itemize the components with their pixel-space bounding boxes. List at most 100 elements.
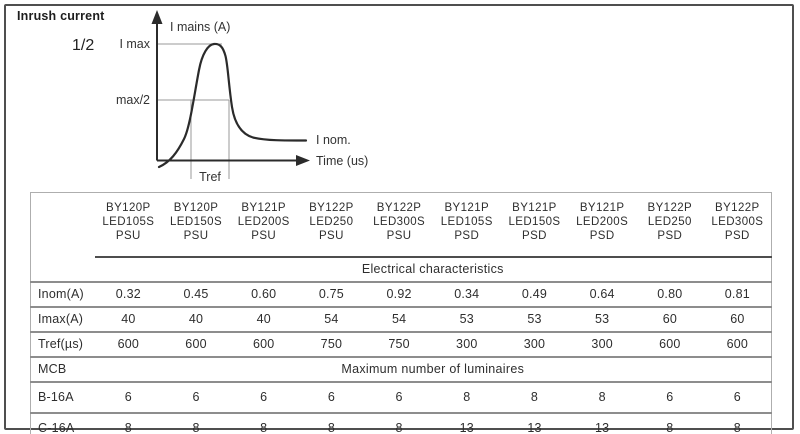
electrical-section-row: Electrical characteristics — [30, 257, 772, 283]
row-label: Inom(A) — [30, 282, 95, 308]
value-cell: 40 — [94, 307, 163, 333]
column-header-row: BY120P LED105S PSU BY120P LED150S PSU BY… — [31, 192, 772, 258]
value-cell: 0.49 — [500, 282, 569, 308]
value-cell: 60 — [636, 307, 704, 333]
row-label: Tref(µs) — [30, 332, 95, 358]
value-cell: 54 — [365, 307, 433, 333]
corner-cell — [31, 193, 95, 258]
value-cell: 13 — [595, 421, 610, 434]
mcb-label: MCB — [30, 357, 95, 383]
value-cell: 6 — [636, 382, 704, 414]
column-header: BY120P LED105S PSU — [94, 192, 163, 258]
value-cell: 8 — [192, 421, 200, 434]
column-header-line: LED250 — [647, 216, 692, 228]
electrical-characteristics-table: BY120P LED105S PSU BY120P LED150S PSU BY… — [30, 192, 772, 434]
mcb-section-row: MCB Maximum number of luminaires — [30, 357, 772, 383]
value-cell: 6 — [94, 382, 163, 414]
x-axis-label: Time (us) — [316, 154, 368, 168]
value-cell: 8 — [327, 421, 335, 434]
column-header-line: LED150S — [508, 216, 561, 228]
half-max-label: max/2 — [116, 93, 150, 107]
value-cell: 40 — [229, 307, 298, 333]
column-header-line: LED200S — [576, 216, 629, 228]
column-header-line: BY121P — [579, 202, 625, 214]
value-cell: 0.80 — [636, 282, 704, 308]
value-cell: 6 — [229, 382, 298, 414]
column-header-line: PSU — [318, 230, 344, 242]
value-cell: 6 — [703, 382, 772, 414]
value-cell: 8 — [260, 421, 268, 434]
value-cell: 53 — [500, 307, 569, 333]
column-header-line: BY121P — [444, 202, 490, 214]
value-cell: 8 — [432, 382, 501, 414]
column-header-line: PSU — [183, 230, 209, 242]
inrush-current-diagram: I mains (A) I max max/2 Tref I nom. Time… — [116, 10, 368, 184]
column-header-line: BY122P — [647, 202, 693, 214]
value-cell: 6 — [365, 382, 433, 414]
column-header-line: PSD — [657, 230, 683, 242]
value-cell: 8 — [733, 421, 741, 434]
row-label: B-16A — [30, 382, 95, 414]
electrical-section-title: Electrical characteristics — [94, 257, 772, 283]
reference-lines — [157, 43, 230, 179]
x-axis-arrow-icon — [296, 155, 310, 166]
column-header-line: LED300S — [373, 216, 426, 228]
tref-label: Tref — [199, 170, 221, 184]
column-header-line: PSU — [115, 230, 141, 242]
column-header-line: BY122P — [376, 202, 422, 214]
value-cell: 40 — [162, 307, 230, 333]
column-header-line: PSD — [724, 230, 750, 242]
column-header-line: LED105S — [440, 216, 493, 228]
column-header-line: LED150S — [170, 216, 223, 228]
value-cell: 0.32 — [94, 282, 163, 308]
page-marker: 1/2 — [72, 37, 95, 54]
value-cell: 0.34 — [432, 282, 501, 308]
column-header: BY121P LED200S PSD — [568, 192, 636, 258]
value-cell: 60 — [703, 307, 772, 333]
mcb-section-title: Maximum number of luminaires — [94, 357, 772, 383]
column-header: BY122P LED300S PSU — [365, 192, 433, 258]
value-cell: 8 — [568, 382, 636, 414]
column-header: BY122P LED250 PSU — [297, 192, 366, 258]
column-header: BY122P LED300S PSD — [703, 192, 772, 258]
column-header-line: PSU — [386, 230, 412, 242]
value-cell: 0.45 — [162, 282, 230, 308]
table-row-tref: Tref(µs) 600 600 600 750 750 300 300 300… — [30, 332, 772, 358]
value-cell: 6 — [297, 382, 366, 414]
column-header: BY121P LED200S PSU — [229, 192, 298, 258]
column-header-line: BY121P — [512, 202, 557, 214]
value-cell: 8 — [124, 421, 132, 434]
axes — [156, 21, 298, 162]
value-cell: 300 — [500, 332, 569, 358]
value-cell: 8 — [500, 382, 569, 414]
value-cell: 0.81 — [703, 282, 772, 308]
value-cell: 8 — [666, 421, 674, 434]
column-header-line: LED200S — [237, 216, 290, 228]
value-cell: 8 — [395, 421, 403, 434]
value-cell: 6 — [162, 382, 230, 414]
value-cell: 600 — [703, 332, 772, 358]
row-label: Imax(A) — [30, 307, 95, 333]
value-cell: 600 — [94, 332, 163, 358]
table-row-b16a: B-16A 6 6 6 6 6 8 8 8 6 6 — [30, 382, 772, 414]
imax-label: I max — [119, 37, 150, 51]
value-cell: 13 — [459, 421, 474, 434]
column-header-line: BY122P — [715, 202, 760, 214]
value-cell: 0.75 — [297, 282, 366, 308]
value-cell: 300 — [568, 332, 636, 358]
row-label: C-16A — [38, 421, 75, 434]
value-cell: 750 — [297, 332, 366, 358]
y-axis-arrow-icon — [151, 10, 163, 24]
column-header: BY121P LED105S PSD — [432, 192, 501, 258]
column-header-line: PSD — [454, 230, 480, 242]
value-cell: 0.60 — [229, 282, 298, 308]
column-header-line: LED250 — [309, 216, 354, 228]
value-cell: 600 — [636, 332, 704, 358]
column-header-line: BY122P — [309, 202, 354, 214]
value-cell: 54 — [297, 307, 366, 333]
column-header-line: BY120P — [173, 202, 219, 214]
value-cell: 600 — [162, 332, 230, 358]
column-header-line: PSU — [251, 230, 277, 242]
table-row-imax: Imax(A) 40 40 40 54 54 53 53 53 60 60 — [30, 307, 772, 333]
diagram-title: Inrush current — [17, 9, 105, 23]
